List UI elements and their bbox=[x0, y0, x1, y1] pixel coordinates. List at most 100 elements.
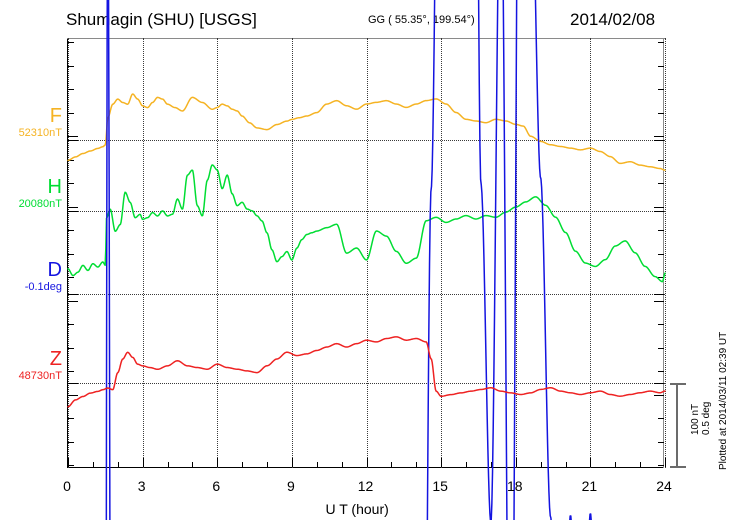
baseline-H bbox=[68, 211, 665, 212]
axis-tick bbox=[658, 183, 664, 184]
x-tick-13 bbox=[391, 462, 393, 467]
observation-date: 2014/02/08 bbox=[570, 10, 656, 29]
x-tick-7 bbox=[242, 462, 244, 467]
axis-tick bbox=[658, 277, 664, 278]
axis-tick bbox=[68, 112, 74, 114]
trace-layer bbox=[67, 0, 666, 520]
scale-bar bbox=[670, 383, 686, 468]
axis-tick bbox=[654, 136, 664, 137]
axis-tick-baseline bbox=[68, 294, 78, 295]
x-tick-21 bbox=[590, 458, 592, 467]
axis-tick bbox=[658, 253, 664, 255]
axis-tick bbox=[658, 65, 664, 67]
axis-tick bbox=[68, 277, 74, 278]
axis-tick bbox=[68, 300, 78, 302]
component-label-Z: Z 48730nT bbox=[0, 349, 62, 384]
x-tick-9 bbox=[291, 458, 293, 467]
axis-tick bbox=[68, 42, 74, 43]
axis-tick bbox=[654, 300, 664, 302]
component-label-D: D -0.1deg bbox=[0, 260, 62, 295]
x-tick-label-3: 3 bbox=[137, 478, 146, 494]
axis-tick bbox=[68, 65, 74, 67]
x-tick-17 bbox=[490, 462, 492, 467]
x-tick-label-18: 18 bbox=[506, 478, 523, 494]
x-tick-0 bbox=[68, 458, 69, 467]
x-tick-label-21: 21 bbox=[581, 478, 598, 494]
axis-tick bbox=[658, 324, 664, 325]
axis-tick-baseline bbox=[654, 383, 664, 384]
axis-tick bbox=[658, 371, 664, 372]
axis-tick bbox=[658, 347, 664, 349]
gridline-hour-21 bbox=[590, 38, 592, 468]
x-tick-14 bbox=[416, 462, 418, 467]
axis-tick-baseline bbox=[654, 140, 664, 141]
baseline-F bbox=[68, 140, 665, 141]
frame-right-border bbox=[663, 38, 664, 468]
x-tick-1 bbox=[92, 462, 94, 467]
axis-tick bbox=[68, 465, 74, 466]
x-tick-6 bbox=[217, 458, 219, 467]
x-tick-11 bbox=[341, 462, 343, 467]
component-name-H: H bbox=[47, 176, 62, 198]
component-baseline-value-D: -0.1deg bbox=[24, 281, 62, 293]
axis-tick bbox=[68, 89, 74, 90]
x-tick-5 bbox=[192, 462, 194, 467]
x-tick-label-15: 15 bbox=[432, 478, 448, 494]
axis-tick bbox=[658, 230, 664, 231]
axis-tick bbox=[658, 418, 664, 419]
geographic-coordinates: GG ( 55.35°, 199.54°) bbox=[368, 14, 475, 26]
x-tick-2 bbox=[117, 462, 119, 467]
plotted-at-timestamp: Plotted at 2014/03/11 02:39 UT bbox=[718, 331, 729, 470]
axis-tick bbox=[68, 418, 74, 419]
axis-tick bbox=[68, 136, 78, 137]
x-tick-4 bbox=[167, 462, 169, 467]
x-tick-label-24: 24 bbox=[656, 478, 672, 494]
axis-tick bbox=[654, 206, 664, 208]
scale-bar-bottom-cap bbox=[670, 466, 686, 468]
gridline-hour-15 bbox=[441, 38, 443, 468]
component-name-D: D bbox=[47, 259, 62, 281]
frame-top-border bbox=[67, 38, 665, 39]
trace-Z bbox=[67, 336, 666, 408]
axis-tick bbox=[658, 465, 664, 466]
axis-tick bbox=[654, 394, 664, 396]
plot-frame bbox=[67, 0, 666, 520]
x-tick-label-12: 12 bbox=[357, 478, 374, 494]
component-baseline-value-H: 20080nT bbox=[18, 198, 62, 210]
axis-tick bbox=[68, 371, 74, 372]
component-name-Z: Z bbox=[49, 348, 62, 370]
axis-tick bbox=[658, 159, 664, 161]
scale-bar-top-cap bbox=[670, 383, 686, 385]
gridline-hour-9 bbox=[291, 38, 293, 468]
gridline-hour-24 bbox=[665, 38, 666, 468]
axis-tick bbox=[68, 324, 74, 325]
x-axis-title: U T (hour) bbox=[325, 501, 389, 517]
x-tick-label-0: 0 bbox=[63, 478, 71, 494]
baseline-Z bbox=[68, 383, 665, 384]
baseline-D bbox=[68, 294, 665, 295]
x-tick-16 bbox=[466, 462, 467, 467]
trace-H bbox=[67, 164, 666, 283]
axis-tick bbox=[658, 42, 664, 43]
axis-tick bbox=[68, 230, 74, 231]
x-tick-label-9: 9 bbox=[286, 478, 295, 494]
scale-label-nt: 100 nT bbox=[690, 403, 701, 435]
gridline-hour-12 bbox=[366, 38, 368, 468]
gridline-hour-6 bbox=[217, 38, 219, 468]
x-tick-18 bbox=[515, 458, 517, 467]
x-tick-8 bbox=[267, 462, 268, 467]
component-baseline-value-Z: 48730nT bbox=[18, 370, 62, 382]
x-tick-23 bbox=[640, 462, 642, 467]
axis-tick bbox=[68, 253, 74, 255]
x-tick-22 bbox=[615, 462, 617, 467]
page-title: Shumagin (SHU) [USGS] bbox=[66, 10, 257, 29]
scale-label-deg: 0.5 deg bbox=[701, 401, 712, 435]
axis-tick-baseline bbox=[68, 140, 78, 141]
component-baseline-value-F: 52310nT bbox=[18, 127, 62, 139]
component-name-F: F bbox=[49, 105, 62, 127]
axis-tick bbox=[68, 183, 74, 184]
x-tick-20 bbox=[565, 462, 567, 467]
x-tick-12 bbox=[366, 458, 368, 467]
x-tick-3 bbox=[142, 458, 144, 467]
